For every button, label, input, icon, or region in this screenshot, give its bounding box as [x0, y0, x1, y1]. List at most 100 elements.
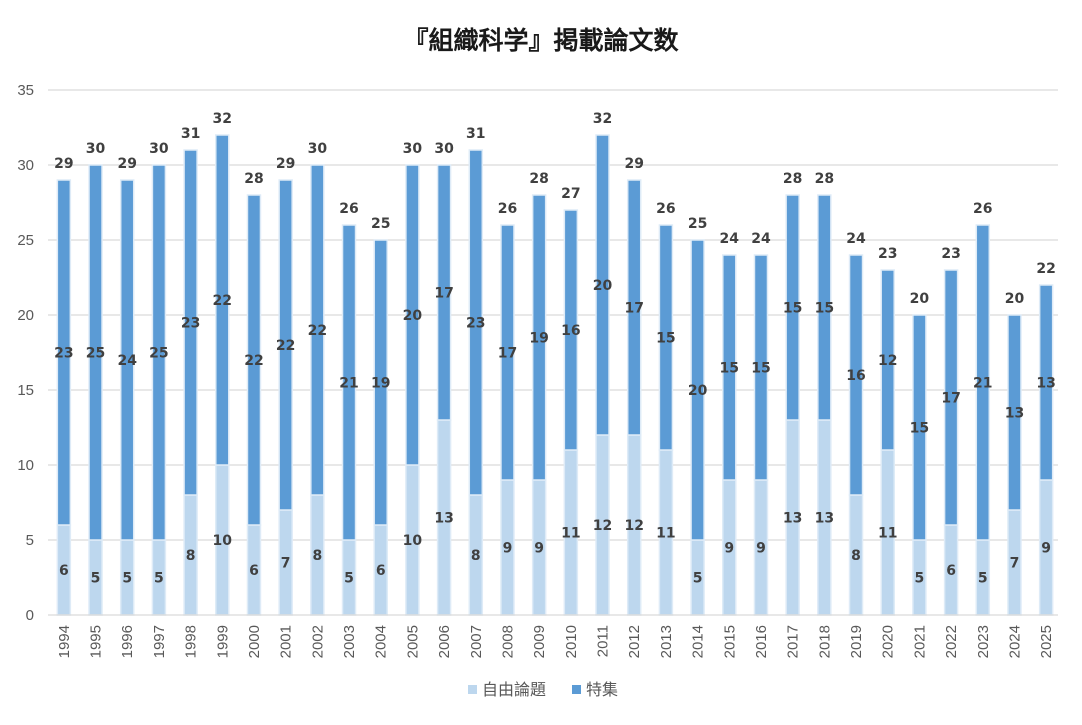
data-label-free-topic: 11: [656, 526, 675, 542]
bar-segment-special-issue: [722, 254, 737, 481]
data-label-total: 31: [181, 126, 200, 142]
data-label-free-topic: 10: [403, 533, 423, 549]
x-axis-ticks: 1994 1995 1996 1997 1998 1999 2000 2001 2002 2003…: [56, 625, 1055, 658]
data-label-free-topic: 7: [1010, 556, 1020, 572]
bar-segment-special-issue: [943, 269, 959, 526]
data-label-total: 25: [688, 216, 707, 232]
data-label-total: 24: [751, 231, 771, 247]
data-label-special-issue: 22: [213, 293, 232, 309]
data-label-special-issue: 13: [1005, 406, 1024, 422]
data-label-free-topic: 6: [946, 563, 956, 579]
bar-segment-special-issue: [912, 314, 927, 541]
bar-segment-special-issue: [975, 224, 991, 541]
x-tick-label: 2020: [880, 625, 897, 658]
data-label-total: 30: [403, 141, 423, 157]
data-label-free-topic: 5: [978, 571, 988, 587]
x-tick-label: 1996: [119, 625, 136, 658]
x-tick-label: 2011: [595, 625, 612, 657]
x-tick-label: 1995: [88, 625, 105, 658]
data-label-special-issue: 12: [878, 353, 897, 369]
data-label-total: 32: [593, 111, 612, 127]
data-label-special-issue: 16: [561, 323, 580, 339]
bar-segment-special-issue: [310, 164, 325, 496]
x-tick-label: 2019: [848, 625, 865, 658]
data-label-special-issue: 21: [973, 376, 992, 392]
data-label-total: 22: [1036, 261, 1055, 277]
x-tick-label: 2025: [1038, 625, 1055, 658]
x-tick-label: 2014: [690, 625, 707, 658]
legend-swatch-special-issue: [572, 685, 581, 694]
bar-segment-special-issue: [595, 134, 610, 436]
bar-segment-special-issue: [500, 224, 515, 481]
data-label-special-issue: 15: [751, 361, 770, 377]
chart-title: 『組織科学』掲載論文数: [403, 26, 679, 55]
data-label-free-topic: 5: [915, 571, 925, 587]
bar-segment-special-issue: [151, 164, 167, 541]
x-tick-label: 1994: [56, 625, 73, 658]
data-label-special-issue: 17: [941, 391, 960, 407]
data-label-free-topic: 9: [1041, 541, 1051, 557]
data-label-free-topic: 6: [249, 563, 259, 579]
data-label-free-topic: 8: [851, 548, 861, 564]
data-label-total: 27: [561, 186, 580, 202]
data-label-special-issue: 22: [276, 338, 295, 354]
data-label-special-issue: 23: [181, 316, 200, 332]
bar-segment-special-issue: [405, 164, 420, 466]
bar-segment-special-issue: [183, 149, 198, 496]
data-label-total: 25: [371, 216, 390, 232]
x-tick-label: 2003: [341, 625, 358, 658]
bar-segment-special-issue: [658, 224, 674, 451]
data-label-total: 29: [276, 156, 295, 172]
data-label-total: 26: [656, 201, 675, 217]
x-tick-label: 2015: [721, 625, 738, 658]
bar-segment-special-issue: [278, 179, 293, 511]
x-tick-label: 2008: [499, 625, 516, 658]
data-label-special-issue: 22: [244, 353, 263, 369]
y-axis-ticks: 0 5 10 15 20 25 30 35: [17, 82, 34, 624]
data-label-free-topic: 9: [756, 541, 766, 557]
x-tick-label: 2024: [1006, 625, 1023, 658]
data-label-free-topic: 13: [815, 511, 834, 527]
data-label-free-topic: 13: [783, 511, 802, 527]
data-label-total: 30: [86, 141, 106, 157]
x-tick-label: 2002: [309, 625, 326, 658]
data-label-special-issue: 25: [149, 346, 168, 362]
data-label-total: 23: [941, 246, 960, 262]
data-label-special-issue: 22: [308, 323, 327, 339]
x-tick-label: 2005: [404, 625, 421, 658]
data-label-special-issue: 19: [371, 376, 390, 392]
data-label-total: 32: [213, 111, 232, 127]
x-tick-label: 2006: [436, 625, 453, 658]
data-label-free-topic: 5: [344, 571, 354, 587]
data-label-total: 29: [624, 156, 643, 172]
bar-segment-special-issue: [753, 254, 769, 481]
data-label-total: 30: [308, 141, 328, 157]
x-tick-label: 2018: [816, 625, 833, 658]
data-label-total: 31: [466, 126, 485, 142]
data-label-special-issue: 13: [1036, 376, 1055, 392]
data-label-special-issue: 15: [910, 421, 929, 437]
data-label-special-issue: 15: [656, 331, 675, 347]
bar-segment-special-issue: [1038, 284, 1054, 481]
data-label-total: 30: [434, 141, 454, 157]
data-label-special-issue: 23: [466, 316, 485, 332]
data-label-free-topic: 9: [503, 541, 513, 557]
bar-segment-special-issue: [880, 269, 895, 451]
y-tick-label: 20: [17, 307, 34, 324]
x-tick-label: 2013: [658, 625, 675, 658]
bar-segment-special-issue: [436, 164, 452, 421]
x-tick-label: 2007: [468, 625, 485, 658]
bar-segment-special-issue: [690, 239, 705, 541]
bar-segment-special-issue: [468, 149, 484, 496]
data-label-special-issue: 17: [498, 346, 517, 362]
y-tick-label: 25: [17, 232, 34, 249]
x-tick-label: 2021: [911, 625, 928, 658]
y-tick-label: 30: [17, 157, 34, 174]
bar-segment-special-issue: [341, 224, 357, 541]
x-tick-label: 2001: [278, 625, 295, 658]
data-label-free-topic: 6: [59, 563, 69, 579]
y-tick-label: 15: [17, 382, 34, 399]
bar-segment-special-issue: [119, 179, 135, 541]
y-tick-label: 5: [26, 532, 34, 549]
